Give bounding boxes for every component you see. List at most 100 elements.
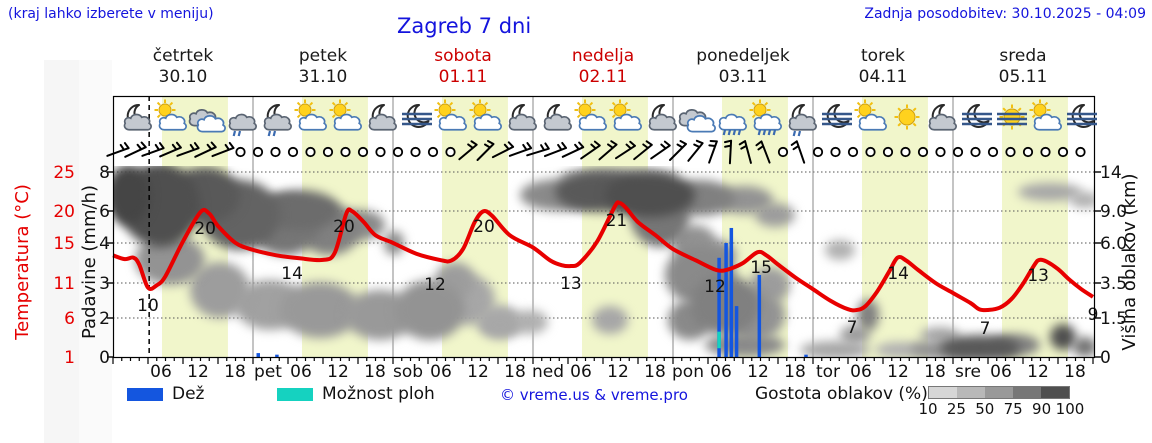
weather-icon-moon-cloud [123, 103, 152, 131]
temperature-curve [112, 200, 1095, 313]
x-axis-label: 06 [990, 362, 1012, 382]
weather-icon-sun-cloud [329, 99, 362, 131]
wind-barb-icon [738, 140, 752, 164]
wind-barb-icon [708, 139, 718, 164]
daytime-band [1001, 96, 1068, 357]
wind-calm-icon [847, 146, 859, 158]
day-header-torek: torek 04.11 [813, 46, 953, 88]
wind-calm-icon [445, 146, 456, 158]
temp-axis-tick: 1 [64, 348, 75, 368]
weather-icon-moon-cloud [648, 103, 677, 131]
temperature-axis-label: Temperatura (°C) [12, 184, 33, 341]
showers-legend-swatch [277, 388, 313, 401]
wind-barb-icon [598, 140, 618, 161]
cloud-blob [113, 166, 150, 225]
wind-calm-icon [375, 146, 386, 158]
last-update-text: Zadnja posodobitev: 30.10.2025 - 04:09 [864, 6, 1146, 22]
cloud-axis-tick: 9.0 [1100, 202, 1127, 222]
cloud-blob [135, 235, 205, 285]
day-name: sreda [999, 46, 1047, 66]
wind-calm-icon [270, 146, 281, 158]
cloud-density-gradient-bar [928, 386, 1070, 399]
day-header-petek: petek 31.10 [253, 46, 393, 88]
gradient-segment [957, 387, 985, 398]
wind-calm-icon [952, 146, 964, 158]
gradient-segment [1013, 387, 1041, 398]
plot-frame [112, 95, 1096, 359]
x-axis-label: 12 [747, 362, 769, 382]
day-name: sobota [434, 46, 492, 66]
precip-axis-tick: 8 [99, 163, 110, 183]
wind-calm-icon [1022, 146, 1034, 158]
gradient-segment [985, 387, 1013, 398]
day-name: petek [298, 46, 348, 66]
temperature-value-label: 20 [194, 219, 216, 239]
wind-barb-icon [141, 142, 165, 157]
wind-barb-icon [615, 140, 636, 160]
x-axis-label: 06 [850, 362, 872, 382]
weather-icon-clouds [188, 109, 226, 133]
day-date: 05.11 [998, 67, 1048, 87]
x-axis-label: 12 [467, 362, 489, 382]
gradient-stop-label: 100 [1055, 400, 1085, 418]
x-axis-label: 06 [150, 362, 172, 382]
shower-bar [717, 331, 721, 349]
cloud-axis-tick: 1.5 [1100, 309, 1127, 329]
wind-barb-icon [669, 140, 687, 161]
rain-bar [256, 353, 260, 357]
credit-link[interactable]: © vreme.us & vreme.pro [500, 386, 688, 404]
rain-bar [275, 354, 279, 357]
cloud-axis-tick: 14 [1100, 163, 1122, 183]
wind-barb-icon [790, 140, 806, 164]
cloud-blob [1073, 337, 1095, 357]
day-header-nedelja: nedelja 02.11 [533, 46, 673, 88]
cloud-density-legend-label: Gostota oblakov (%) [755, 384, 928, 404]
day-name: četrtek [152, 46, 214, 66]
wind-calm-icon [357, 146, 369, 158]
weather-icon-moon-fog [1067, 103, 1097, 128]
x-axis-label: 06 [290, 362, 312, 382]
wind-calm-icon [252, 146, 264, 158]
page-title: Zagreb 7 dni [397, 14, 532, 38]
day-date: 03.11 [718, 67, 768, 87]
wind-barb-icon [580, 140, 601, 160]
weather-icon-sun-cloud [434, 99, 467, 131]
wind-calm-icon [1040, 146, 1051, 158]
temperature-value-label: 7 [847, 318, 858, 338]
wind-barb-icon [194, 141, 217, 158]
wind-calm-icon [812, 146, 824, 158]
weather-icon-moon-fog [822, 103, 852, 128]
temperature-value-label: 20 [473, 217, 495, 237]
wind-calm-icon [427, 146, 439, 158]
cloud-blob [1050, 324, 1076, 350]
temp-axis-tick: 20 [53, 202, 75, 222]
gradient-stop-label: 75 [1003, 400, 1023, 418]
temperature-value-label: 21 [606, 211, 628, 231]
day-header-sobota: sobota 01.11 [393, 46, 533, 88]
x-axis-label: 12 [327, 362, 349, 382]
wind-calm-icon [882, 146, 894, 158]
day-header-sreda: sreda 05.11 [953, 46, 1093, 88]
weather-icon-moon-fog [962, 103, 992, 128]
x-axis-label: pet [254, 362, 282, 382]
rain-legend-label: Dež [172, 384, 205, 404]
wind-calm-icon [340, 146, 351, 158]
cloud-blob [920, 327, 960, 343]
gradient-stop-label: 25 [946, 400, 966, 418]
cloud-blob [592, 306, 628, 334]
temp-axis-tick: 6 [64, 309, 75, 329]
day-header-ponedeljek: ponedeljek 03.11 [673, 46, 813, 88]
weather-icon-sun-cloud [574, 99, 607, 131]
x-axis-label: 12 [1027, 362, 1049, 382]
day-name: nedelja [571, 46, 635, 66]
wind-calm-icon [1075, 146, 1086, 158]
precip-axis-label: Padavine (mm/h) [79, 185, 100, 339]
weather-icon-moon-cloud [928, 103, 957, 131]
wind-calm-icon [987, 146, 999, 158]
rain-bar [757, 275, 762, 357]
precip-axis-tick: 4 [99, 234, 110, 254]
temperature-value-label: 13 [1027, 266, 1049, 286]
wind-calm-icon [777, 146, 789, 158]
